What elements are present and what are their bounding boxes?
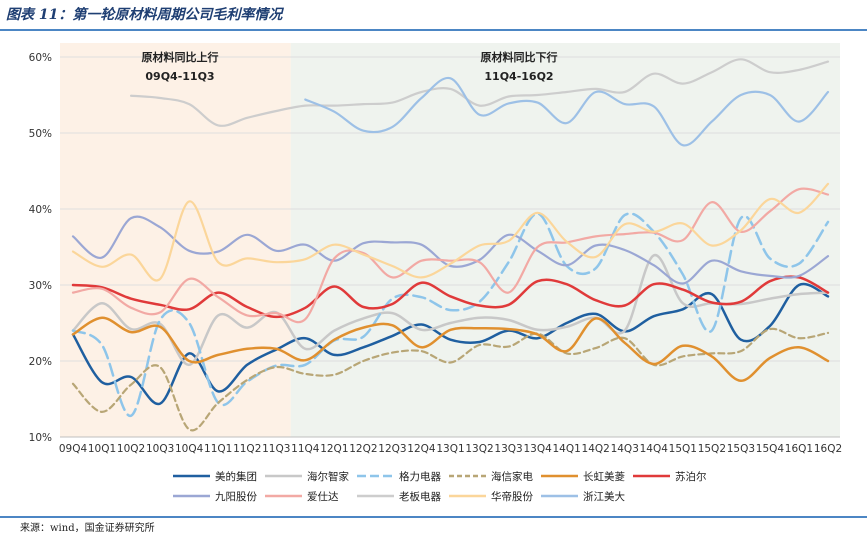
legend-label: 苏泊尔 [675, 470, 707, 483]
period-label: 原材料同比下行 [481, 50, 558, 64]
x-tick-label: 10Q1 [88, 443, 116, 455]
legend-label: 海尔智家 [307, 470, 349, 483]
series-lines [71, 58, 830, 432]
series-line-11 [304, 76, 830, 147]
y-tick-label: 40% [29, 204, 52, 216]
x-tick-label: 15Q3 [727, 443, 755, 455]
x-tick-label: 16Q1 [785, 443, 813, 455]
x-tick-label: 15Q4 [756, 443, 785, 455]
y-tick-label: 60% [29, 52, 52, 64]
y-axis: 10% 20% 30% 40% 50% 60% [29, 52, 52, 444]
series-line-6 [71, 275, 830, 319]
period-labels: 原材料同比上行 09Q4-11Q3 原材料同比下行 11Q4-16Q2 [142, 50, 558, 83]
period-range: 11Q4-16Q2 [484, 70, 553, 83]
legend-label: 爱仕达 [307, 490, 339, 503]
series-line-7 [71, 215, 830, 285]
x-tick-label: 14Q3 [611, 443, 639, 455]
x-tick-label: 11Q1 [204, 443, 232, 455]
source-note: 来源：wind，国金证券研究所 [20, 523, 155, 534]
x-tick-label: 10Q3 [146, 443, 174, 455]
x-tick-label: 12Q2 [349, 443, 377, 455]
legend-label: 浙江美大 [583, 490, 625, 503]
footer-divider [0, 516, 867, 518]
grid-lines [60, 56, 840, 438]
x-tick-label: 15Q2 [698, 443, 726, 455]
series-line-1 [71, 282, 830, 405]
x-tick-label: 10Q2 [117, 443, 145, 455]
x-tick-label: 13Q2 [465, 443, 493, 455]
series-line-8 [71, 187, 830, 324]
x-tick-label: 14Q2 [582, 443, 610, 455]
series-line-9 [129, 58, 830, 127]
x-tick-label: 14Q1 [552, 443, 580, 455]
x-tick-label: 14Q4 [640, 443, 669, 455]
figure-title: 图表 11：第一轮原材料周期公司毛利率情况 [6, 7, 283, 23]
period-range: 09Q4-11Q3 [145, 70, 214, 83]
x-tick-label: 16Q2 [814, 443, 842, 455]
series-line-4 [71, 327, 830, 432]
x-tick-label: 13Q4 [523, 443, 552, 455]
legend-label: 海信家电 [491, 470, 533, 483]
x-axis: 09Q4 10Q1 10Q2 10Q3 10Q4 11Q1 11Q2 11Q3 11Q4 12Q1… [59, 443, 842, 455]
series-line-5 [71, 316, 830, 383]
y-tick-label: 50% [29, 128, 52, 140]
period-backgrounds [60, 43, 840, 437]
period-label: 原材料同比上行 [142, 50, 219, 64]
legend-label: 九阳股份 [215, 491, 257, 503]
x-tick-label: 13Q1 [436, 443, 464, 455]
y-tick-label: 30% [29, 280, 52, 292]
legend-label: 长虹美菱 [583, 470, 625, 483]
x-tick-label: 11Q2 [233, 443, 261, 455]
x-tick-label: 12Q1 [320, 443, 348, 455]
legend-label: 美的集团 [215, 470, 257, 483]
x-tick-label: 10Q4 [175, 443, 204, 455]
x-tick-label: 12Q3 [378, 443, 406, 455]
y-tick-label: 10% [29, 432, 52, 444]
title-divider [0, 29, 867, 31]
x-tick-label: 11Q4 [291, 443, 320, 455]
series-line-10 [71, 182, 830, 282]
legend-label: 格力电器 [399, 470, 441, 483]
y-tick-label: 20% [29, 356, 52, 368]
legend-label: 华帝股份 [491, 490, 533, 503]
x-tick-label: 15Q1 [669, 443, 697, 455]
x-tick-label: 12Q4 [407, 443, 436, 455]
series-line-2 [71, 254, 830, 367]
series-line-3 [71, 212, 830, 417]
x-tick-label: 09Q4 [59, 443, 88, 455]
legend-label: 老板电器 [399, 490, 441, 503]
x-tick-label: 13Q3 [494, 443, 522, 455]
x-tick-label: 11Q3 [262, 443, 290, 455]
